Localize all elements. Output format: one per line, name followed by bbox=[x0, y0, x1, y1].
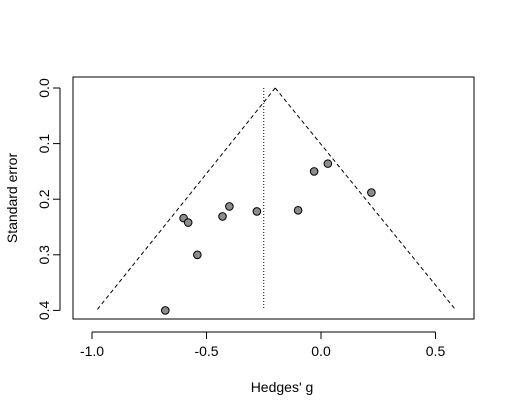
y-tick-label: 0.4 bbox=[36, 300, 52, 320]
data-point bbox=[293, 206, 303, 215]
data-points bbox=[160, 159, 376, 315]
x-tick-label: 0.5 bbox=[426, 343, 446, 359]
data-point bbox=[252, 207, 262, 216]
y-tick-label: 0.0 bbox=[36, 78, 52, 98]
y-axis: 0.0 0.1 0.2 0.3 0.4 bbox=[36, 78, 61, 320]
y-axis-label: Standard error bbox=[4, 153, 20, 244]
funnel-left-line bbox=[96, 87, 276, 311]
data-point bbox=[323, 159, 333, 168]
data-point bbox=[160, 306, 170, 315]
data-point bbox=[367, 188, 376, 197]
y-tick-label: 0.2 bbox=[36, 189, 52, 209]
x-tick-label: -1.0 bbox=[80, 343, 104, 359]
data-point bbox=[183, 218, 193, 227]
y-tick-label: 0.1 bbox=[36, 134, 52, 154]
funnel-lines bbox=[96, 87, 457, 311]
x-tick-label: -0.5 bbox=[194, 343, 218, 359]
data-point bbox=[225, 202, 234, 211]
y-tick-label: 0.3 bbox=[36, 245, 52, 265]
funnel-right-line bbox=[274, 87, 457, 311]
x-axis: -1.0 -0.5 0.0 0.5 bbox=[80, 331, 446, 359]
data-point bbox=[193, 250, 202, 260]
data-point bbox=[309, 167, 319, 176]
data-point bbox=[218, 212, 227, 221]
x-axis-label: Hedges' g bbox=[251, 379, 314, 395]
plot-box bbox=[72, 76, 475, 320]
x-tick-label: 0.0 bbox=[311, 343, 331, 359]
